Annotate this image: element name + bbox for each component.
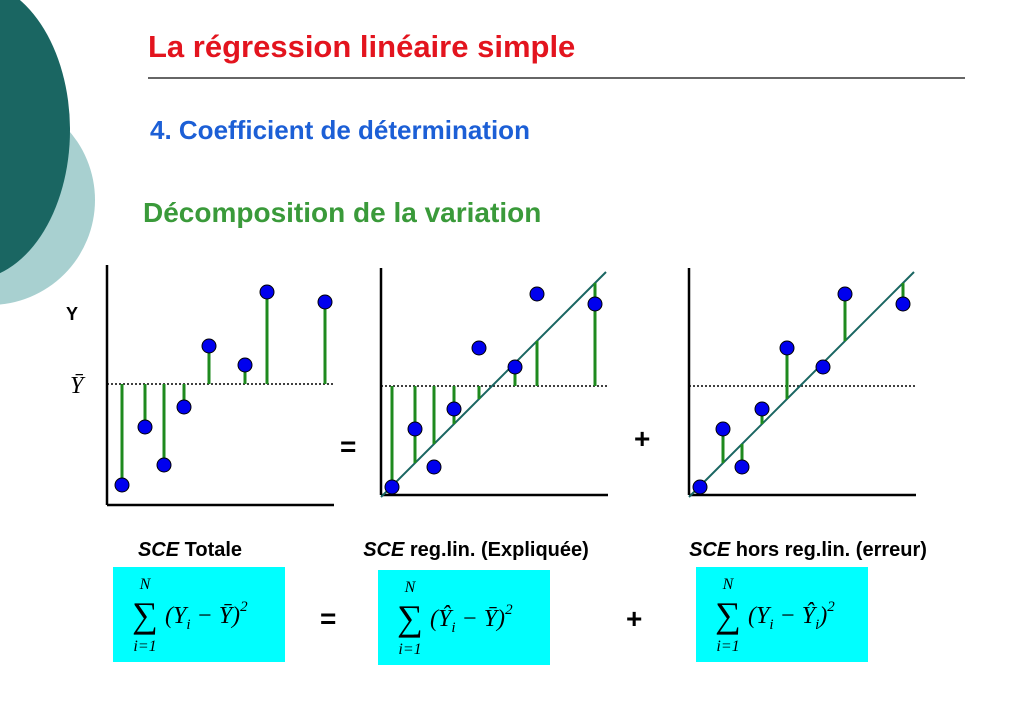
point: [176, 399, 192, 415]
point: [384, 479, 400, 495]
point: [895, 296, 911, 312]
formula-exp: 2: [827, 599, 835, 615]
sce-label: SCE Totale: [138, 539, 242, 561]
sce-em: SCE: [138, 539, 180, 561]
formula-lower: i=1: [133, 638, 156, 655]
point: [114, 477, 130, 493]
point: [815, 359, 831, 375]
formula-body: (Ŷi − Ȳ)2: [430, 602, 513, 636]
formula-exp: 2: [505, 602, 513, 618]
point: [446, 401, 462, 417]
formula-body: (Yi − Ȳ)2: [165, 599, 248, 633]
subtitle: 4. Coefficient de détermination: [150, 115, 530, 145]
point: [715, 421, 731, 437]
formula-part: − Ȳ): [191, 603, 241, 629]
point: [156, 457, 172, 473]
formula-sub: i: [769, 617, 773, 633]
point: [426, 459, 442, 475]
point: [754, 401, 770, 417]
point: [507, 359, 523, 375]
formula-sum: ∑: [715, 595, 741, 635]
point: [137, 419, 153, 435]
sce-em: SCE: [363, 539, 405, 561]
formula-sub: i: [186, 617, 190, 633]
sce-text: Totale: [185, 539, 242, 561]
point: [529, 286, 545, 302]
deco-circle: [0, 0, 70, 274]
formula-upper: N: [722, 576, 735, 593]
formula-sum: ∑: [397, 598, 423, 638]
formula-sub: i: [815, 617, 819, 633]
point: [471, 340, 487, 356]
formula-sum: ∑: [132, 595, 158, 635]
title: La régression linéaire simple: [148, 29, 575, 64]
point: [237, 357, 253, 373]
sce-text: hors reg.lin. (erreur): [736, 539, 927, 561]
formula-body: (Yi − Ŷi)2: [748, 599, 835, 633]
sce-label: SCE reg.lin. (Expliquée): [363, 539, 589, 561]
formula-part: − Ŷ: [774, 603, 818, 629]
formula-lower: i=1: [716, 638, 739, 655]
point: [259, 284, 275, 300]
formula-upper: N: [404, 579, 417, 596]
heading: Décomposition de la variation: [143, 197, 541, 228]
mean-label: Ȳ: [70, 373, 86, 399]
point: [201, 338, 217, 354]
point: [734, 459, 750, 475]
equals: =: [340, 431, 356, 462]
y-label: Y: [66, 304, 78, 324]
regression-line: [380, 271, 607, 498]
point: [837, 286, 853, 302]
formula-exp: 2: [240, 599, 248, 615]
formula-plus: +: [626, 603, 642, 634]
formula-lower: i=1: [398, 641, 421, 658]
sce-text: reg.lin. (Expliquée): [410, 539, 589, 561]
formula-part: (Ŷ: [430, 606, 454, 632]
regression-line: [688, 271, 915, 498]
formula-upper: N: [139, 576, 152, 593]
formula-part: − Ȳ): [456, 606, 506, 632]
formula-box: [378, 570, 550, 665]
formula-box: [113, 567, 285, 662]
sce-em: SCE: [689, 539, 731, 561]
point: [407, 421, 423, 437]
formula-part: (Y: [748, 603, 772, 629]
sce-label: SCE hors reg.lin. (erreur): [689, 539, 927, 561]
formula-box: [696, 567, 868, 662]
formula-part: (Y: [165, 603, 189, 629]
formula-part: ): [817, 603, 827, 629]
formula-equals: =: [320, 603, 336, 634]
formula-sub: i: [451, 620, 455, 636]
plus: +: [634, 423, 650, 454]
plots: [105, 265, 916, 507]
point: [317, 294, 333, 310]
point: [779, 340, 795, 356]
point: [692, 479, 708, 495]
point: [587, 296, 603, 312]
texts: SCE Totale SCE reg.lin. (Expliquée) SCE ho…: [113, 539, 927, 665]
